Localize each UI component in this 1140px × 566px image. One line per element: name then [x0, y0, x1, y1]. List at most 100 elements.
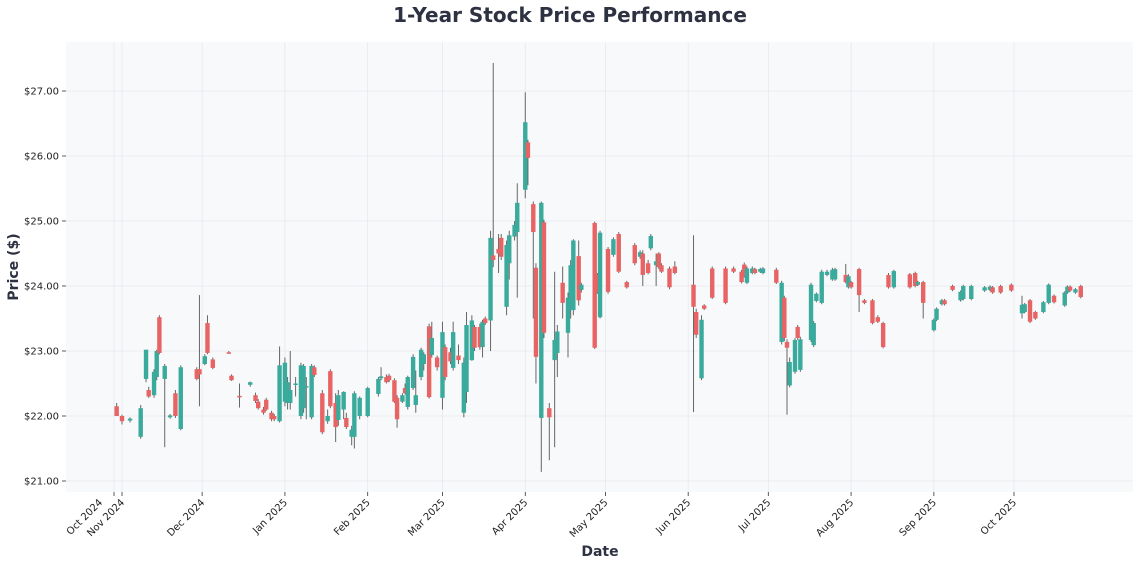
candle-body-up [1046, 284, 1051, 303]
candle [808, 282, 814, 342]
candle-body-up [247, 382, 253, 385]
candle [1027, 299, 1033, 324]
candle-body-down [194, 369, 199, 379]
candle-body-down [320, 393, 325, 433]
candle [758, 267, 763, 273]
candle [336, 390, 341, 426]
candle-body-up [488, 237, 493, 321]
candle-body-up [365, 388, 370, 416]
candle-body-down [547, 408, 552, 418]
candle [304, 377, 309, 420]
candle [247, 381, 253, 387]
candle-body-up [1022, 304, 1027, 312]
candle [421, 352, 426, 371]
y-tick-label: $26.00 [24, 152, 59, 163]
candle [309, 364, 314, 420]
y-tick-label: $22.00 [24, 412, 59, 423]
candle [987, 285, 993, 292]
candle [450, 321, 456, 371]
candle [386, 373, 392, 383]
candle [691, 235, 696, 413]
candle [958, 290, 963, 302]
candle [456, 344, 461, 364]
candle [998, 284, 1003, 294]
candle-body-up [760, 268, 766, 273]
candle-body-down [667, 268, 672, 288]
candle-body-down [442, 347, 448, 377]
candle-body-up [154, 351, 159, 377]
candle-body-up [429, 338, 434, 355]
candle-body-down [640, 253, 645, 275]
candle-body-down [774, 269, 779, 283]
candle [378, 367, 384, 381]
candle-body-up [961, 286, 966, 299]
x-tick-label: Jan 2025 [250, 497, 290, 537]
candle-body-down [742, 264, 747, 277]
candle [1062, 291, 1067, 307]
candle-body-down [843, 274, 848, 283]
candle [325, 409, 330, 424]
candle-body-up [699, 319, 704, 379]
candle-body-down [173, 393, 178, 416]
candle [648, 234, 653, 251]
candle-body-down [942, 300, 947, 305]
x-tick-label: Sep 2025 [898, 497, 939, 538]
candle [779, 280, 784, 345]
candle-body-up [418, 349, 424, 377]
candle [384, 374, 389, 384]
candle-body-down [998, 286, 1003, 293]
candle [819, 269, 824, 305]
candle-body-down [912, 273, 918, 286]
candle-body-up [552, 339, 557, 361]
candle [210, 357, 216, 370]
candle [1046, 283, 1051, 305]
candle-body-up [288, 390, 293, 403]
candle-body-down [541, 222, 547, 333]
candle-body-up [819, 271, 824, 303]
candle [293, 377, 298, 397]
candle-body-up [523, 122, 528, 190]
candle [824, 269, 830, 277]
candle [301, 364, 306, 413]
candle [402, 383, 408, 395]
candle [1073, 287, 1078, 294]
candle [442, 344, 448, 381]
x-axis-label: Date [581, 544, 618, 560]
candle-body-up [1073, 289, 1078, 293]
candle-body-up [349, 429, 354, 437]
candle [525, 139, 531, 186]
x-tick-label: Aug 2025 [814, 497, 856, 539]
candle [410, 354, 416, 390]
candle-body-down [795, 326, 800, 338]
candle [795, 325, 800, 340]
candle [699, 315, 704, 381]
candle [672, 261, 678, 275]
candle [114, 403, 119, 416]
candle [480, 319, 485, 358]
candle [533, 263, 539, 384]
candle-body-down [312, 367, 317, 376]
candle [693, 308, 699, 338]
x-tick-label: Apr 2025 [490, 497, 530, 537]
candle [1033, 310, 1038, 320]
candle [969, 284, 974, 301]
candle [1051, 294, 1057, 304]
candle-body-up [325, 416, 330, 422]
candle-body-down [434, 357, 440, 368]
candle [418, 347, 424, 381]
candle-body-up [798, 339, 803, 370]
candle [312, 365, 317, 377]
candle-body-down [456, 355, 461, 361]
candle [469, 315, 475, 361]
candle-body-up [958, 291, 963, 301]
candle [282, 357, 288, 407]
candle-body-down [472, 326, 477, 348]
candle [226, 351, 232, 354]
candle [138, 404, 143, 439]
candle [653, 253, 659, 286]
candle-body-down [576, 256, 581, 301]
candle-body-down [333, 403, 338, 428]
candle [178, 365, 183, 431]
candle-body-down [656, 253, 662, 268]
candle [352, 391, 357, 449]
